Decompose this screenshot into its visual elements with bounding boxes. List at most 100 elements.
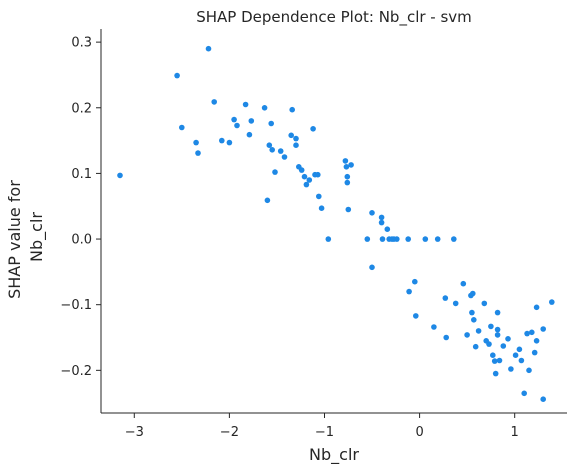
data-point [242, 101, 249, 108]
data-point [234, 122, 240, 129]
data-point [298, 167, 305, 173]
data-point [492, 370, 499, 377]
data-point [508, 366, 514, 372]
data-point [344, 173, 351, 180]
data-point [494, 309, 501, 316]
data-point [288, 132, 295, 139]
y-axis-label-line-1: SHAP value for [5, 180, 24, 299]
data-point [496, 357, 503, 364]
x-tick-label: −2 [220, 425, 239, 440]
data-point [348, 162, 354, 168]
data-point [325, 236, 332, 242]
data-point [549, 299, 555, 305]
data-point [315, 171, 321, 178]
y-tick-label: 0.1 [71, 167, 92, 182]
y-tick-label: −0.1 [60, 298, 92, 313]
data-point [412, 278, 418, 285]
data-point [343, 164, 350, 170]
data-point [179, 124, 185, 131]
data-point [533, 304, 540, 311]
data-point [369, 210, 375, 216]
data-point [261, 105, 268, 111]
data-point [364, 236, 371, 242]
data-point [281, 154, 288, 160]
data-point [231, 116, 237, 123]
data-point [464, 332, 470, 338]
data-point [481, 300, 488, 307]
data-point [205, 45, 212, 52]
data-point [486, 341, 492, 347]
data-point [516, 346, 523, 353]
data-point [491, 358, 498, 364]
x-axis-ticks: −3 −2 −1 0 1 [125, 413, 519, 440]
data-point [246, 131, 253, 138]
data-point [475, 328, 482, 334]
data-point [219, 137, 225, 144]
data-point [490, 352, 496, 359]
data-point [460, 280, 467, 287]
data-point [379, 236, 386, 242]
data-point [406, 288, 412, 295]
data-point [272, 169, 278, 175]
data-point [369, 264, 375, 271]
data-point [472, 343, 479, 350]
data-point [384, 226, 391, 232]
y-tick-label: 0.3 [71, 36, 92, 51]
data-point [269, 147, 276, 153]
data-point [378, 219, 385, 226]
data-point [512, 352, 519, 359]
data-point [540, 326, 546, 332]
data-point [505, 336, 511, 342]
data-point [303, 181, 310, 188]
data-point [378, 214, 385, 221]
data-point [488, 323, 494, 330]
data-point [443, 334, 450, 341]
x-axis-label: Nb_clr [309, 445, 359, 465]
data-point [405, 236, 412, 242]
data-point [500, 343, 507, 349]
data-point [494, 332, 501, 338]
y-tick-label: 0.0 [71, 233, 92, 248]
data-point [431, 324, 437, 330]
data-point [248, 118, 255, 124]
data-point [117, 172, 123, 179]
data-point [344, 179, 351, 186]
data-point [529, 329, 535, 336]
data-point [413, 313, 419, 319]
x-tick-label: −3 [125, 425, 144, 440]
data-point [540, 396, 546, 403]
data-point [452, 300, 459, 307]
y-axis-ticks: −0.2 −0.1 0.0 0.1 0.2 0.3 [60, 36, 101, 379]
chart-title: SHAP Dependence Plot: Nb_clr - svm [196, 8, 472, 27]
data-point [211, 99, 217, 105]
data-point [422, 236, 429, 242]
data-point [471, 317, 477, 323]
data-point [394, 236, 400, 242]
y-tick-label: 0.2 [71, 101, 92, 116]
data-point [318, 205, 325, 211]
data-point [524, 330, 530, 337]
data-point [521, 390, 527, 397]
data-point [342, 158, 349, 164]
data-point [293, 142, 299, 148]
data-point [469, 309, 475, 316]
data-point [434, 236, 441, 242]
x-tick-label: 1 [511, 425, 519, 440]
data-point [174, 72, 180, 79]
data-point [293, 135, 299, 142]
data-point [301, 173, 308, 180]
data-point [310, 126, 316, 132]
data-point [266, 142, 273, 148]
x-tick-label: −1 [315, 425, 334, 440]
y-tick-label: −0.2 [60, 364, 92, 379]
data-point [442, 295, 449, 301]
data-point [306, 177, 313, 183]
data-point [193, 139, 199, 146]
data-point [277, 148, 284, 154]
scatter-points [117, 45, 555, 403]
data-point [526, 367, 532, 374]
data-point [268, 120, 275, 127]
y-axis-label: SHAP value for Nb_clr [5, 175, 47, 299]
data-point [451, 236, 457, 242]
